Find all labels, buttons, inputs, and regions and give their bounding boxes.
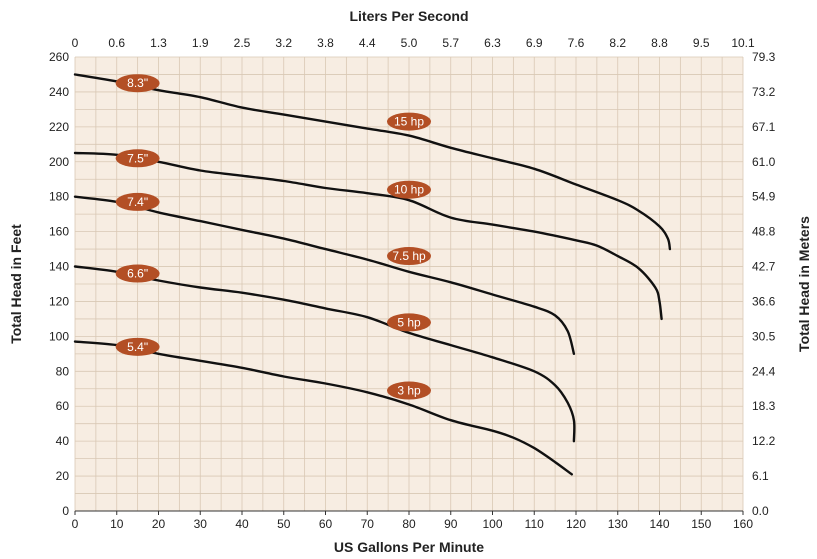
x-tick-label: 70 [361,517,375,531]
curve-label-pill [115,337,160,356]
pump-curve-7.4 [73,195,576,355]
y-tick-label: 200 [49,155,69,169]
x2-tick-label: 6.9 [526,36,543,50]
curve-label-pill [387,180,431,199]
x-tick-label: 60 [319,517,333,531]
y-tick-label: 80 [56,364,70,378]
y-tick-label: 140 [49,260,69,274]
x2-tick-label: 9.5 [693,36,710,50]
x-tick-label: 10 [110,517,124,531]
x-tick-label: 160 [733,517,753,531]
y-tick-label: 160 [49,225,69,239]
y-tick-label: 60 [56,399,70,413]
x-tick-label: 50 [277,517,291,531]
curve-label-pill [115,192,160,211]
y2-tick-label: 30.5 [752,329,776,343]
x2-tick-label: 6.3 [484,36,501,50]
y2-tick-label: 48.8 [752,225,776,239]
curve-label-pill [115,74,160,93]
x2-tick-label: 2.5 [234,36,251,50]
x2-tick-label: 4.4 [359,36,376,50]
curve-label-text: 7.5" [127,151,148,165]
x2-tick-label: 8.2 [609,36,626,50]
x-tick-label: 40 [235,517,249,531]
curve-label-text: 8.3" [127,76,148,90]
x-tick-label: 130 [608,517,628,531]
x-tick-label: 140 [649,517,669,531]
curve-label-text: 5.4" [127,340,148,354]
y2-tick-label: 79.3 [752,50,776,64]
curve-label-text: 6.6" [127,267,148,281]
x2-tick-label: 8.8 [651,36,668,50]
y-tick-label: 240 [49,85,69,99]
y2-tick-label: 54.9 [752,190,776,204]
y-tick-label: 100 [49,329,69,343]
y2-tick-label: 36.6 [752,294,776,308]
x2-tick-label: 7.6 [568,36,585,50]
y-tick-label: 120 [49,294,69,308]
y2-tick-label: 18.3 [752,399,776,413]
x-tick-label: 20 [152,517,166,531]
curve-label-text: 10 hp [394,183,424,197]
x2-tick-label: 1.9 [192,36,209,50]
x2-tick-label: 0 [72,36,79,50]
y2-axis-title: Total Head in Meters [796,216,812,352]
curve-label-pill [387,247,431,266]
curve-label-text: 5 hp [397,315,421,329]
pump-curve-8.3 [73,73,672,251]
curve-label-pill [387,112,431,131]
x2-tick-label: 10.1 [731,36,755,50]
y2-tick-label: 12.2 [752,434,776,448]
curve-label-pill [387,313,431,332]
y-tick-label: 0 [62,504,69,518]
y-axis-title: Total Head in Feet [8,224,24,344]
x2-tick-label: 5.0 [401,36,418,50]
x-tick-label: 30 [194,517,208,531]
pump-curve-7.5 [73,151,663,321]
pump-curve-5.4 [73,340,573,476]
curve-label-pill [115,149,160,168]
y-tick-label: 260 [49,50,69,64]
curve-label-text: 15 hp [394,115,424,129]
curve-label-pill [115,264,160,283]
x2-tick-label: 0.6 [108,36,125,50]
curve-labels: 8.3" 7.5" 7.4" 6.6" 5.4" 15 hp 10 hp 7.5 hp 5 hp… [115,74,431,400]
y2-tick-label: 42.7 [752,260,776,274]
curves [73,73,672,476]
x-tick-label: 80 [402,517,416,531]
y2-tick-label: 67.1 [752,120,776,134]
y2-tick-label: 0.0 [752,504,769,518]
tick-labels: 0 10 20 30 40 50 60 70 80 90 100 110 120 130 140 150 160… [49,36,776,531]
y-tick-label: 220 [49,120,69,134]
y2-tick-label: 24.4 [752,364,776,378]
y2-tick-label: 6.1 [752,469,769,483]
curve-label-pill [387,381,431,400]
x-tick-label: 0 [72,517,79,531]
grid [74,56,744,512]
x-tick-label: 120 [566,517,586,531]
x-axis-title: US Gallons Per Minute [334,539,484,555]
curve-label-text: 7.4" [127,195,148,209]
x-tick-label: 150 [691,517,711,531]
x2-tick-label: 3.2 [275,36,292,50]
y-tick-label: 40 [56,434,70,448]
x2-tick-label: 5.7 [442,36,459,50]
y2-tick-label: 61.0 [752,155,776,169]
x-tick-label: 90 [444,517,458,531]
x2-axis-title: Liters Per Second [349,8,468,24]
x2-tick-label: 1.3 [150,36,167,50]
y-tick-label: 180 [49,190,69,204]
x-tick-label: 100 [482,517,502,531]
curve-label-text: 7.5 hp [392,249,426,263]
y2-tick-label: 73.2 [752,85,776,99]
x2-tick-label: 3.8 [317,36,334,50]
curve-label-text: 3 hp [397,384,421,398]
x-tick-label: 110 [525,517,544,531]
y-tick-label: 20 [56,469,70,483]
